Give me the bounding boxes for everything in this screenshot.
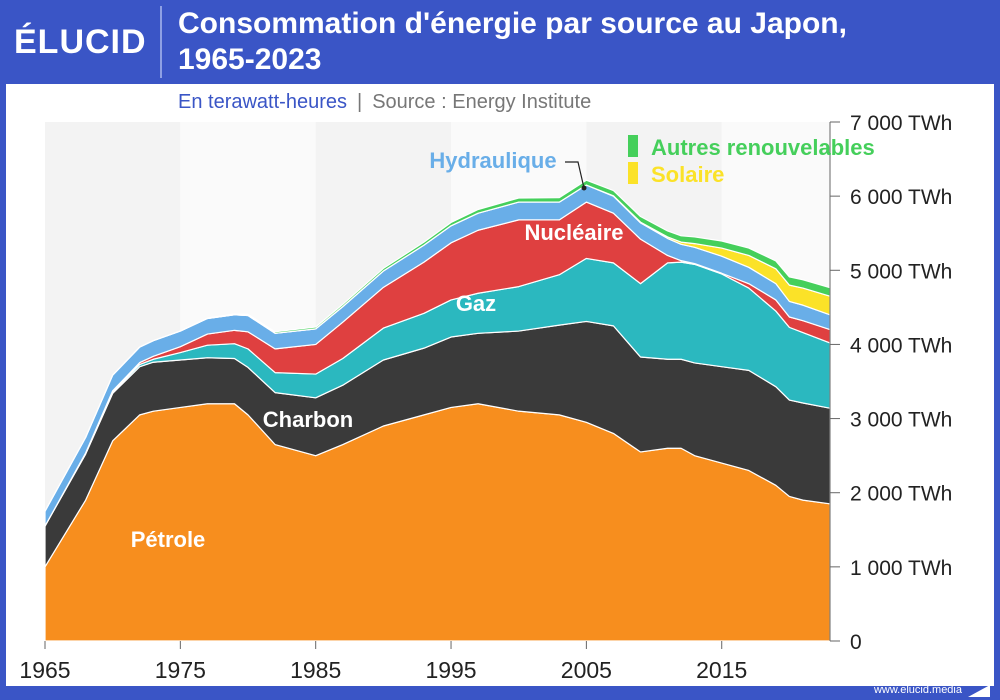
y-tick-label: 4 000 TWh: [850, 334, 952, 357]
logo-divider: [160, 6, 162, 78]
x-tick-label: 1975: [155, 657, 206, 683]
y-tick-label: 5 000 TWh: [850, 260, 952, 283]
x-tick-label: 1985: [290, 657, 341, 683]
label-solaire: Solaire: [651, 162, 724, 187]
x-tick-label: 2005: [561, 657, 612, 683]
label-charbon: Charbon: [263, 407, 353, 432]
chart-title-line1: Consommation d'énergie par source au Jap…: [178, 7, 847, 40]
y-tick-label: 6 000 TWh: [850, 186, 952, 209]
y-tick-label: 0: [850, 631, 862, 654]
y-tick-label: 3 000 TWh: [850, 409, 952, 432]
series-labels: Pétrole Charbon Gaz Nucléaire Hydraulique Aut…: [131, 135, 875, 552]
unit-label: En terawatt-heures: [178, 91, 347, 113]
label-gaz: Gaz: [456, 291, 496, 316]
source-label: Source : Energy Institute: [372, 91, 592, 113]
elucid-logo[interactable]: ÉLUCID: [14, 23, 147, 61]
y-tick-label: 1 000 TWh: [850, 557, 952, 580]
label-nucleaire: Nucléaire: [524, 220, 623, 245]
x-tick-label: 2015: [696, 657, 747, 683]
label-hydraulique: Hydraulique: [429, 148, 556, 173]
label-autres: Autres renouvelables: [651, 135, 875, 160]
x-tick-label: 1965: [19, 657, 70, 683]
x-axis: 1965 1975 1985 1995 2005 2015: [19, 641, 747, 683]
subtitle-separator: |: [356, 91, 363, 113]
elucid-mark-icon: [968, 685, 990, 697]
legend-swatch-autres: [628, 135, 638, 157]
y-tick-label: 7 000 TWh: [850, 112, 952, 135]
hydraulique-leader-dot: [581, 185, 587, 191]
legend-swatch-solaire: [628, 162, 638, 184]
label-petrole: Pétrole: [131, 527, 206, 552]
chart-title: Consommation d'énergie par source au Jap…: [178, 6, 978, 78]
hydraulique-leader: [565, 161, 585, 189]
y-axis: 0 1 000 TWh 2 000 TWh 3 000 TWh 4 000 TWh 5 0…: [829, 112, 952, 654]
x-tick-label: 1995: [425, 657, 476, 683]
chart-subtitle: En terawatt-heures | Source : Energy Insti…: [178, 90, 591, 114]
y-tick-label: 2 000 TWh: [850, 483, 952, 506]
header: ÉLUCID Consommation d'énergie par source…: [0, 0, 1000, 84]
chart-title-line2: 1965-2023: [178, 43, 322, 76]
footer-url[interactable]: www.elucid.media: [873, 684, 962, 696]
